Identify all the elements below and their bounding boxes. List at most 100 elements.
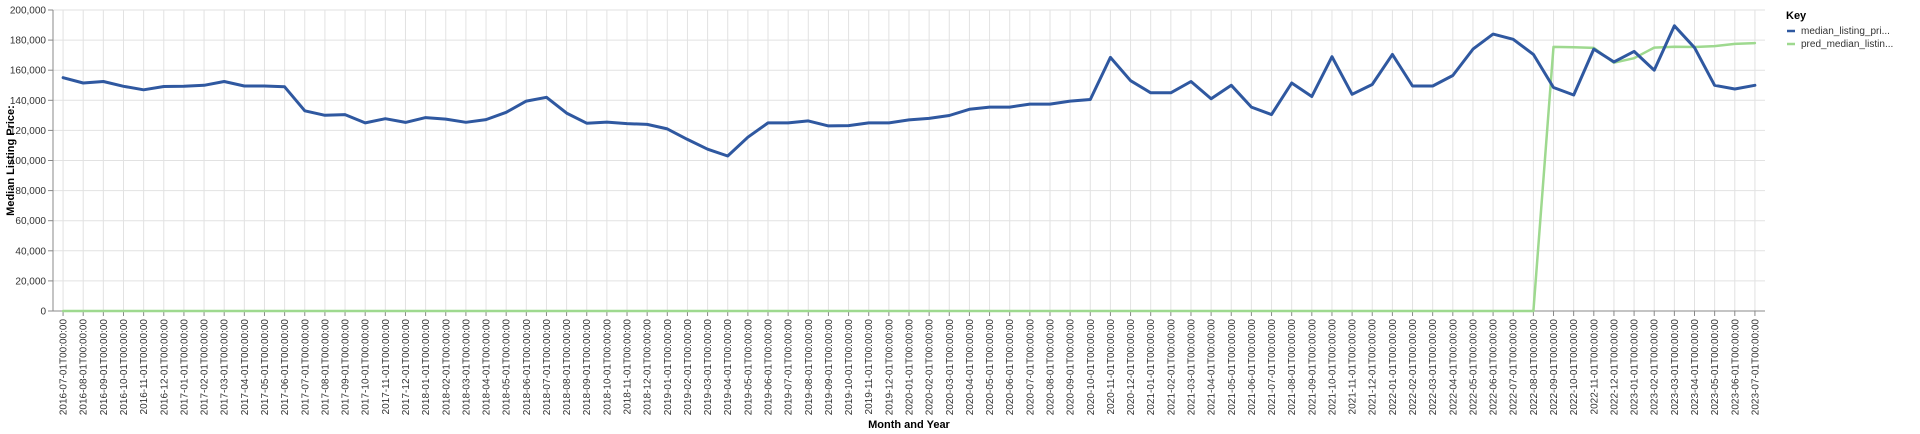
x-axis-title: Month and Year (868, 419, 950, 431)
x-tick-label: 2020-04-01T00:00:00 (965, 319, 976, 416)
x-tick-label: 2022-10-01T00:00:00 (1569, 319, 1580, 416)
x-tick-label: 2017-08-01T00:00:00 (320, 319, 331, 416)
x-tick-label: 2023-04-01T00:00:00 (1690, 319, 1701, 416)
y-tick-label: 0 (40, 307, 46, 318)
x-tick-label: 2016-07-01T00:00:00 (59, 319, 70, 416)
x-tick-label: 2023-05-01T00:00:00 (1710, 319, 1721, 416)
x-tick-label: 2023-06-01T00:00:00 (1730, 319, 1741, 416)
x-tick-label: 2017-09-01T00:00:00 (341, 319, 352, 416)
x-tick-label: 2018-05-01T00:00:00 (502, 319, 513, 416)
series-line-median-listing-price (61, 24, 1757, 158)
x-tick-label: 2021-01-01T00:00:00 (1146, 319, 1157, 416)
x-tick-label: 2022-11-01T00:00:00 (1589, 319, 1600, 415)
x-tick-label: 2021-07-01T00:00:00 (1267, 319, 1278, 416)
x-tick-label: 2019-03-01T00:00:00 (703, 319, 714, 416)
x-tick-label: 2018-02-01T00:00:00 (441, 319, 452, 416)
x-tick-label: 2022-09-01T00:00:00 (1549, 319, 1560, 416)
y-tick-label: 40,000 (15, 246, 46, 257)
x-tick-label: 2022-12-01T00:00:00 (1609, 319, 1620, 416)
x-tick-label: 2021-05-01T00:00:00 (1227, 319, 1238, 416)
x-tick-label: 2019-10-01T00:00:00 (844, 319, 855, 416)
x-tick-label: 2021-12-01T00:00:00 (1368, 319, 1379, 416)
legend-label: pred_median_listin... (1801, 39, 1893, 50)
x-tick-label: 2021-11-01T00:00:00 (1348, 319, 1359, 415)
x-tick-label: 2022-08-01T00:00:00 (1529, 319, 1540, 416)
x-tick-label: 2020-01-01T00:00:00 (905, 319, 916, 416)
y-tick-label: 140,000 (10, 96, 47, 107)
x-tick-label: 2017-03-01T00:00:00 (220, 319, 231, 416)
x-tick-label: 2023-07-01T00:00:00 (1750, 319, 1761, 416)
x-tick-label: 2022-07-01T00:00:00 (1509, 319, 1520, 416)
x-tick-label: 2016-12-01T00:00:00 (159, 319, 170, 416)
x-tick-label: 2020-07-01T00:00:00 (1025, 319, 1036, 416)
x-tick-label: 2019-01-01T00:00:00 (663, 319, 674, 416)
x-tick-label: 2020-11-01T00:00:00 (1106, 319, 1117, 415)
x-tick-label: 2018-07-01T00:00:00 (542, 319, 553, 416)
x-tick-label: 2017-01-01T00:00:00 (179, 319, 190, 416)
x-tick-label: 2017-07-01T00:00:00 (300, 319, 311, 416)
x-tick-label: 2018-06-01T00:00:00 (522, 319, 533, 416)
y-tick-label: 20,000 (15, 276, 46, 287)
y-tick-label: 100,000 (10, 156, 47, 167)
x-tick-label: 2022-04-01T00:00:00 (1448, 319, 1459, 416)
x-tick-label: 2019-07-01T00:00:00 (784, 319, 795, 416)
y-tick-label: 180,000 (10, 36, 47, 47)
series-lines (61, 24, 1757, 313)
x-tick-label: 2021-06-01T00:00:00 (1247, 319, 1258, 416)
x-tick-label: 2020-10-01T00:00:00 (1086, 319, 1097, 416)
series-line-pred-median-listing-price (61, 41, 1757, 313)
y-tick-label: 80,000 (15, 186, 46, 197)
x-tick-label: 2022-03-01T00:00:00 (1428, 319, 1439, 416)
y-tick-label: 60,000 (15, 216, 46, 227)
x-tick-label: 2020-08-01T00:00:00 (1045, 319, 1056, 416)
x-tick-label: 2017-06-01T00:00:00 (280, 319, 291, 416)
x-tick-label: 2018-03-01T00:00:00 (461, 319, 472, 416)
y-tick-label: 200,000 (10, 6, 47, 17)
x-tick-label: 2021-09-01T00:00:00 (1307, 319, 1318, 416)
x-tick-label: 2022-02-01T00:00:00 (1408, 319, 1419, 416)
x-tick-label: 2017-11-01T00:00:00 (381, 319, 392, 415)
x-tick-label: 2021-02-01T00:00:00 (1166, 319, 1177, 416)
x-tick-label: 2022-06-01T00:00:00 (1489, 319, 1500, 416)
x-tick-label: 2017-12-01T00:00:00 (401, 319, 412, 416)
x-tick-label: 2021-04-01T00:00:00 (1207, 319, 1218, 416)
x-tick-label: 2023-02-01T00:00:00 (1650, 319, 1661, 416)
x-tick-label: 2018-01-01T00:00:00 (421, 319, 432, 416)
x-tick-label: 2018-04-01T00:00:00 (482, 319, 493, 416)
x-tick-label: 2016-11-01T00:00:00 (139, 319, 150, 415)
x-tick-label: 2021-03-01T00:00:00 (1186, 319, 1197, 416)
x-tick-label: 2018-08-01T00:00:00 (562, 319, 573, 416)
x-tick-label: 2018-12-01T00:00:00 (643, 319, 654, 416)
legend-title: Key (1786, 10, 1807, 22)
x-tick-label: 2016-10-01T00:00:00 (119, 319, 130, 416)
x-tick-label: 2020-02-01T00:00:00 (925, 319, 936, 416)
x-tick-label: 2018-09-01T00:00:00 (582, 319, 593, 416)
x-tick-label: 2017-05-01T00:00:00 (260, 319, 271, 416)
x-tick-label: 2016-09-01T00:00:00 (99, 319, 110, 416)
x-tick-label: 2019-11-01T00:00:00 (864, 319, 875, 415)
axes: 0 20,000 40,000 60,000 80,000 100,000 120,000 1… (10, 6, 1765, 416)
x-tick-label: 2020-05-01T00:00:00 (985, 319, 996, 416)
x-tick-label: 2019-02-01T00:00:00 (683, 319, 694, 416)
x-tick-label: 2019-08-01T00:00:00 (804, 319, 815, 416)
x-tick-label: 2019-12-01T00:00:00 (884, 319, 895, 416)
legend: Key median_listing_pri... pred_median_lis… (1786, 10, 1893, 50)
x-tick-label: 2018-11-01T00:00:00 (623, 319, 634, 415)
x-tick-label: 2021-08-01T00:00:00 (1287, 319, 1298, 416)
x-tick-label: 2022-01-01T00:00:00 (1388, 319, 1399, 416)
legend-label: median_listing_pri... (1801, 26, 1890, 37)
x-tick-label: 2021-10-01T00:00:00 (1327, 319, 1338, 416)
x-tick-label: 2020-06-01T00:00:00 (1005, 319, 1016, 416)
x-tick-label: 2016-08-01T00:00:00 (79, 319, 90, 416)
gridlines (53, 9, 1765, 312)
x-tick-label: 2019-06-01T00:00:00 (764, 319, 775, 416)
y-axis-title: Median Listing Price: (5, 105, 17, 216)
x-tick-label: 2017-04-01T00:00:00 (240, 319, 251, 416)
y-tick-label: 160,000 (10, 66, 47, 77)
x-tick-label: 2020-12-01T00:00:00 (1126, 319, 1137, 416)
x-tick-label: 2019-04-01T00:00:00 (723, 319, 734, 416)
x-tick-label: 2020-09-01T00:00:00 (1066, 319, 1077, 416)
x-tick-label: 2019-05-01T00:00:00 (743, 319, 754, 416)
x-tick-label: 2017-02-01T00:00:00 (200, 319, 211, 416)
